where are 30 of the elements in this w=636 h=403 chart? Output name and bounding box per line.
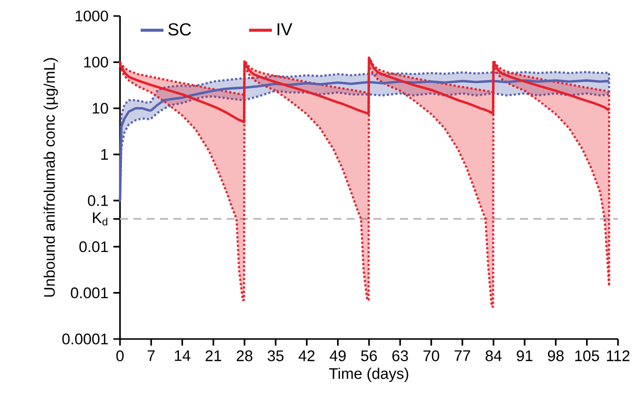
- y-tick-label: 0.01: [79, 241, 108, 252]
- x-tick-label: 98: [548, 350, 564, 362]
- x-tick-label: 63: [392, 350, 408, 362]
- y-tick-label: 0.1: [88, 195, 108, 206]
- x-tick-label: 105: [575, 350, 600, 362]
- y-tick-label: 0.001: [70, 287, 108, 298]
- legend-label: IV: [278, 23, 292, 36]
- y-tick-label: K$_{d}$: [93, 212, 108, 226]
- x-tick-label: 56: [361, 350, 377, 362]
- y-tick-label: 0.0001: [62, 334, 108, 344]
- x-tick-label: 42: [298, 350, 315, 362]
- x-tick-label: 77: [454, 350, 470, 361]
- x-tick-label: 0: [116, 350, 124, 362]
- x-tick-label: 14: [174, 350, 190, 361]
- x-tick-label: 70: [424, 350, 440, 362]
- y-tick-label: 10: [92, 102, 108, 114]
- x-tick-label: 28: [236, 350, 252, 362]
- x-tick-label: 35: [268, 350, 284, 362]
- x-tick-label: 49: [330, 350, 346, 362]
- x-tick-label: 7: [148, 350, 155, 361]
- y-tick-label: 1000: [76, 10, 108, 22]
- x-tick-label: 84: [486, 350, 502, 362]
- x-axis-title: Time (days): [329, 368, 408, 382]
- y-tick-label: 1: [101, 149, 108, 160]
- y-tick-label: 100: [84, 56, 108, 68]
- x-tick-label: 112: [606, 350, 630, 362]
- y-axis-title: Unbound anifrolumab conc (µg/mL): [44, 58, 58, 297]
- legend-label: SC: [168, 23, 191, 36]
- x-tick-label: 91: [516, 350, 532, 362]
- x-tick-label: 21: [206, 350, 222, 362]
